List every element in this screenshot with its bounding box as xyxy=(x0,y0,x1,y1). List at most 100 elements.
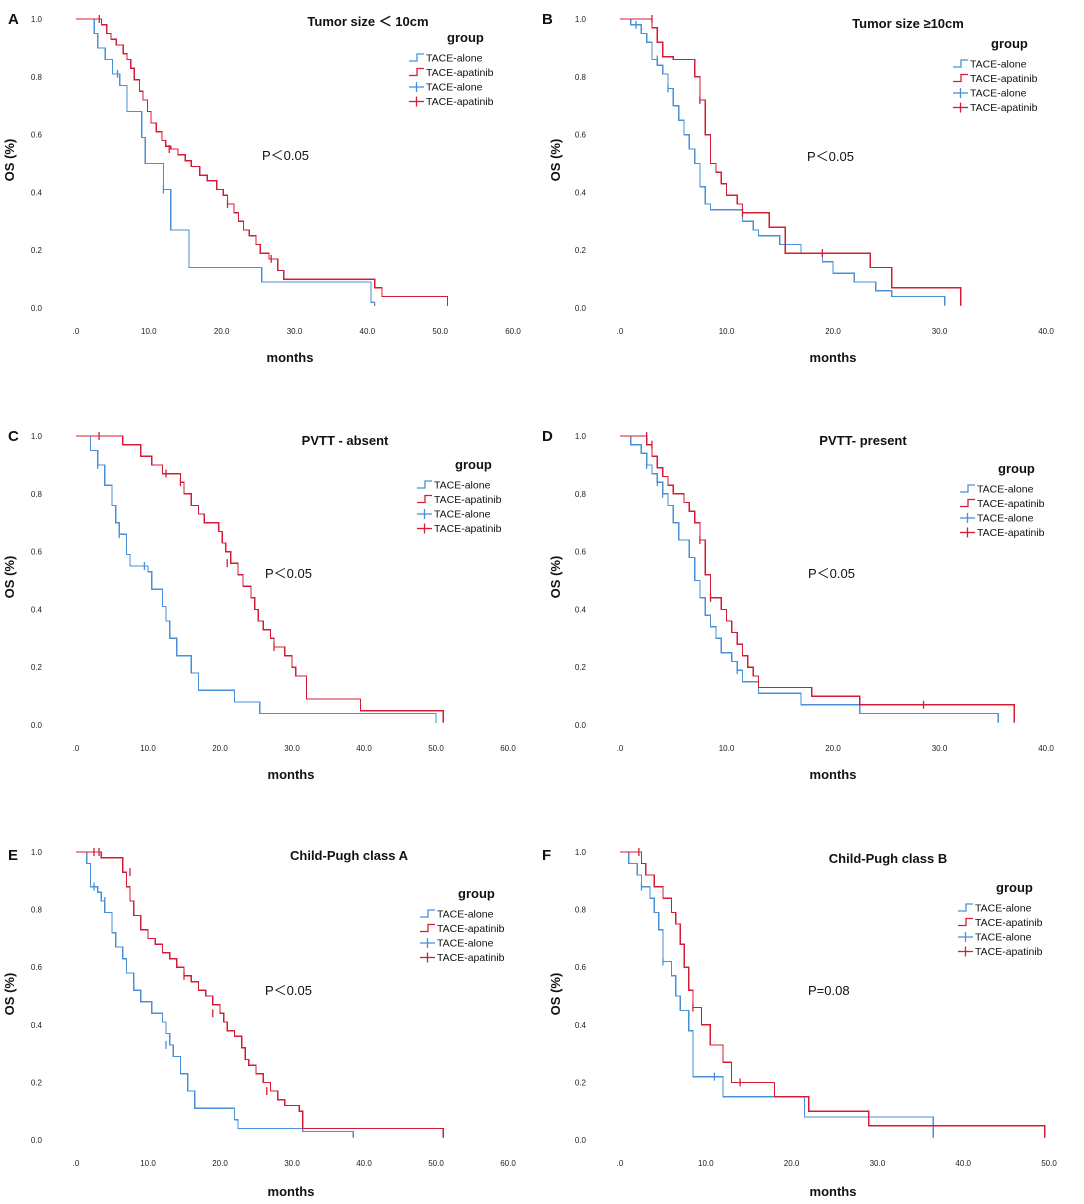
y-tick-label: 0.8 xyxy=(575,490,587,499)
x-tick-label: 30.0 xyxy=(870,1159,886,1168)
legend-label: TACE-apatinib xyxy=(434,494,502,506)
x-tick-label: 40.0 xyxy=(360,327,376,336)
legend-label: TACE-alone xyxy=(426,82,483,94)
y-tick-label: 1.0 xyxy=(31,432,43,441)
legend-swatch-tace-alone xyxy=(953,59,968,68)
legend-label: TACE-alone xyxy=(437,938,494,950)
x-tick-label: .0 xyxy=(73,327,80,336)
legend-item-tace-apatinib: TACE-apatinib xyxy=(958,946,1043,958)
legend-label: TACE-apatinib xyxy=(970,73,1038,85)
legend-label: TACE-apatinib xyxy=(975,946,1043,958)
legend-label: TACE-apatinib xyxy=(977,527,1045,539)
legend-title: group xyxy=(455,457,492,472)
x-axis-title: months xyxy=(810,767,857,782)
y-tick-label: 0.0 xyxy=(575,721,587,730)
legend-item-tace-apatinib: TACE-apatinib xyxy=(420,923,505,935)
y-tick-label: 0.8 xyxy=(31,906,43,915)
y-tick-label: 0.2 xyxy=(575,246,587,255)
y-tick-label: 0.8 xyxy=(575,906,587,915)
legend-label: TACE-apatinib xyxy=(426,67,494,79)
legend-swatch-tace-apatinib xyxy=(417,494,432,504)
legend-label: TACE-alone xyxy=(426,53,483,65)
y-tick-label: 0.6 xyxy=(31,963,43,972)
x-axis-title: months xyxy=(268,767,315,782)
y-axis-title: OS (%) xyxy=(548,139,563,182)
legend-label: TACE-alone xyxy=(970,88,1027,100)
x-tick-label: 40.0 xyxy=(356,744,372,753)
y-tick-label: 1.0 xyxy=(31,15,43,24)
legend-item-tace-alone: TACE-alone xyxy=(960,513,1034,525)
p-value-annotation: P＜0.05 xyxy=(265,983,312,998)
legend-label: TACE-apatinib xyxy=(434,523,502,535)
panel-title: Child-Pugh class B xyxy=(829,851,947,866)
y-tick-label: 1.0 xyxy=(575,15,587,24)
x-tick-label: .0 xyxy=(617,1159,624,1168)
x-tick-label: 50.0 xyxy=(428,1159,444,1168)
x-tick-label: 20.0 xyxy=(825,327,841,336)
km-curve-tace-alone xyxy=(620,851,934,1138)
x-tick-label: 30.0 xyxy=(284,1159,300,1168)
panel-title: Tumor size ＜ 10cm xyxy=(307,14,428,29)
legend-swatch-tace-alone xyxy=(958,903,973,912)
panel-title: PVTT - absent xyxy=(302,433,389,448)
km-panel-f: F Child-Pugh class B 0.0 0.2 0.4 0.6 0.8 1.0 .0 1… xyxy=(542,847,1057,1199)
legend-label: TACE-apatinib xyxy=(970,102,1038,114)
legend-item-tace-alone: TACE-alone xyxy=(953,88,1027,100)
legend-item-tace-alone: TACE-alone xyxy=(409,53,483,65)
legend-label: TACE-apatinib xyxy=(975,917,1043,929)
legend-item-tace-alone: TACE-alone xyxy=(958,903,1032,915)
legend-label: TACE-apatinib xyxy=(437,923,505,935)
legend-label: TACE-alone xyxy=(434,509,491,521)
y-tick-label: 0.0 xyxy=(575,1136,587,1145)
legend-label: TACE-apatinib xyxy=(977,498,1045,510)
km-curve-tace-alone xyxy=(76,851,354,1138)
x-tick-label: 60.0 xyxy=(505,327,521,336)
x-tick-label: 30.0 xyxy=(287,327,303,336)
y-tick-label: 0.0 xyxy=(31,1136,43,1145)
y-tick-label: 0.0 xyxy=(575,304,587,313)
x-tick-label: 10.0 xyxy=(140,1159,156,1168)
legend-swatch-tace-apatinib xyxy=(958,917,973,927)
y-axis-title: OS (%) xyxy=(2,139,17,182)
legend-item-tace-apatinib: TACE-apatinib xyxy=(953,102,1038,114)
legend-item-tace-alone: TACE-alone xyxy=(958,932,1032,944)
y-tick-label: 0.2 xyxy=(575,663,587,672)
legend-item-tace-alone: TACE-alone xyxy=(420,938,494,950)
y-tick-label: 0.4 xyxy=(575,1021,587,1030)
x-axis-title: months xyxy=(810,1184,857,1199)
legend-swatch-tace-alone xyxy=(417,480,432,489)
panel-title: Child-Pugh class A xyxy=(290,848,409,863)
panel-title: PVTT- present xyxy=(819,433,907,448)
legend-title: group xyxy=(991,36,1028,51)
y-tick-label: 0.4 xyxy=(31,605,43,614)
x-tick-label: 50.0 xyxy=(432,327,448,336)
km-curve-tace-apatinib xyxy=(76,18,449,306)
legend-item-tace-alone: TACE-alone xyxy=(417,480,491,492)
x-tick-label: 10.0 xyxy=(140,744,156,753)
legend-swatch-tace-apatinib xyxy=(420,923,435,933)
y-tick-label: 1.0 xyxy=(31,848,43,857)
y-tick-label: 0.4 xyxy=(31,1021,43,1030)
legend-title: group xyxy=(998,461,1035,476)
legend-swatch-tace-alone xyxy=(960,484,975,493)
y-axis-title: OS (%) xyxy=(548,556,563,599)
legend-swatch-tace-apatinib xyxy=(953,73,968,83)
p-value-annotation: P=0.08 xyxy=(808,983,850,998)
legend-label: TACE-alone xyxy=(434,480,491,492)
km-panel-b: B Tumor size ≥10cm 0.0 0.2 0.4 0.6 0.8 1.0 .0 10.… xyxy=(542,11,1054,365)
legend-label: TACE-alone xyxy=(437,909,494,921)
legend-item-tace-apatinib: TACE-apatinib xyxy=(953,73,1038,85)
p-value-annotation: P＜0.05 xyxy=(808,566,855,581)
km-curve-tace-apatinib xyxy=(620,435,1015,723)
x-tick-label: 30.0 xyxy=(932,744,948,753)
km-panel-e: E Child-Pugh class A 0.0 0.2 0.4 0.6 0.8 1.0 .0 1… xyxy=(2,847,516,1199)
legend-label: TACE-apatinib xyxy=(437,952,505,964)
legend-item-tace-apatinib: TACE-apatinib xyxy=(409,96,494,108)
y-tick-label: 0.6 xyxy=(575,548,587,557)
y-tick-label: 1.0 xyxy=(575,432,587,441)
x-tick-label: 60.0 xyxy=(500,744,516,753)
y-tick-label: 0.2 xyxy=(575,1078,587,1087)
x-axis-title: months xyxy=(810,350,857,365)
y-tick-label: 0.4 xyxy=(575,188,587,197)
